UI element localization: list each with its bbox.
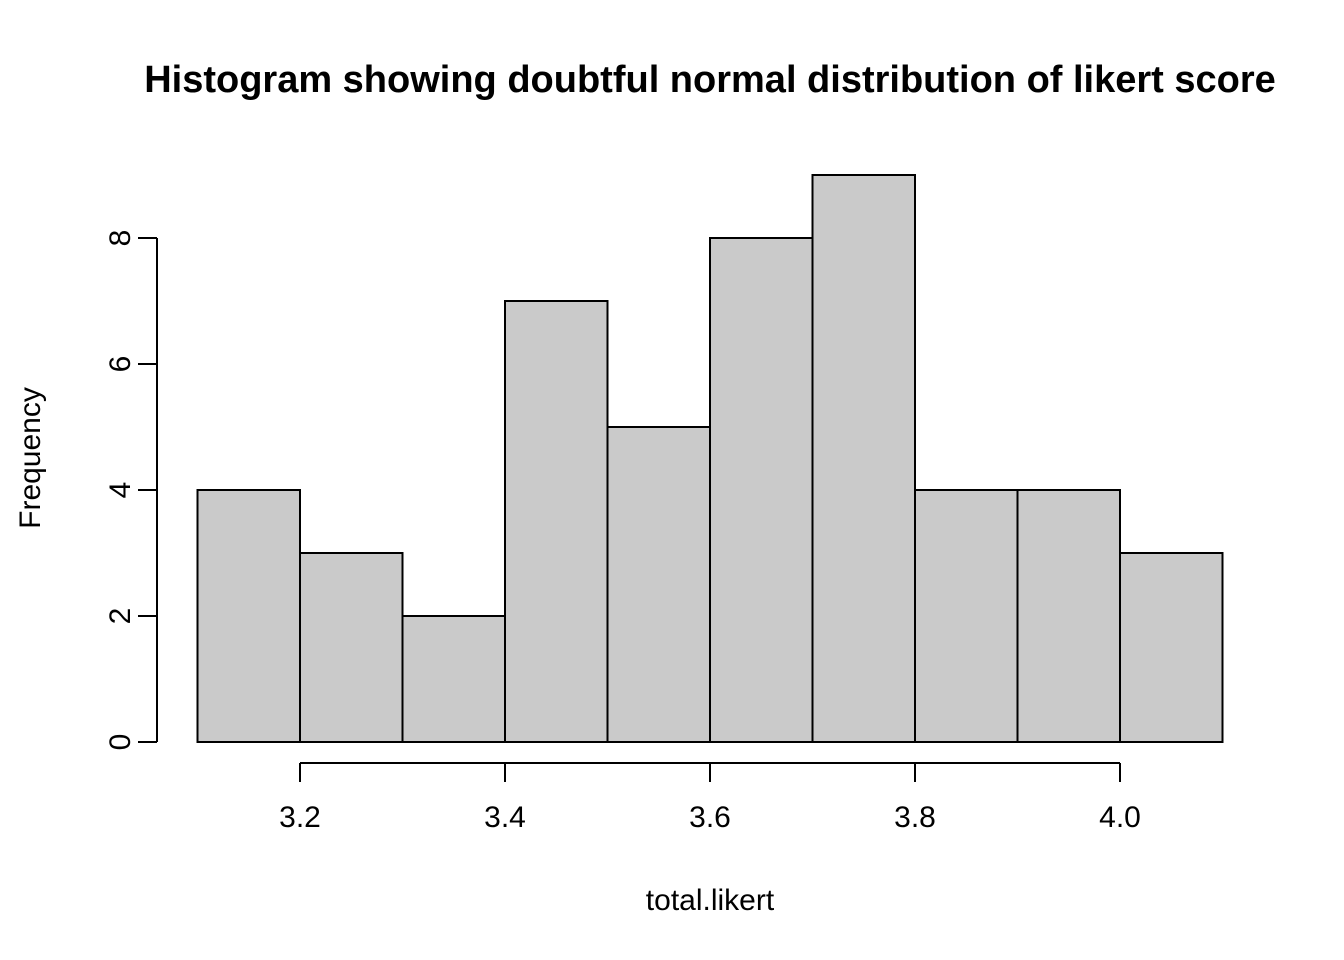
histogram-bar [504, 300, 609, 743]
y-tick-label: 0 [104, 734, 137, 751]
y-axis-title: Frequency [14, 387, 47, 529]
x-axis-group: 3.2 3.4 3.6 3.8 4.0 [279, 762, 1141, 834]
histogram-bar [811, 174, 916, 743]
bars-group [196, 174, 1224, 743]
y-tick-label: 2 [104, 608, 137, 625]
y-tick-label: 6 [104, 356, 137, 373]
histogram-bar [401, 615, 506, 743]
y-axis-group: 0 2 4 6 8 [104, 230, 158, 751]
x-tick-label: 3.2 [279, 801, 321, 834]
x-tick-label: 3.6 [689, 801, 731, 834]
histogram-bar [709, 237, 814, 743]
y-tick-label: 4 [104, 482, 137, 499]
x-tick-label: 4.0 [1099, 801, 1141, 834]
x-tick-label: 3.4 [484, 801, 526, 834]
y-tick-label: 8 [104, 230, 137, 247]
histogram-bar [299, 552, 404, 743]
chart-title: Histogram showing doubtful normal distri… [144, 59, 1276, 101]
histogram-bar [1119, 552, 1224, 743]
histogram-bar [196, 489, 301, 743]
x-axis-title: total.likert [646, 884, 775, 917]
histogram-bar [1016, 489, 1121, 743]
x-tick-label: 3.8 [894, 801, 936, 834]
histogram-bar [914, 489, 1019, 743]
histogram-bar [606, 426, 711, 743]
